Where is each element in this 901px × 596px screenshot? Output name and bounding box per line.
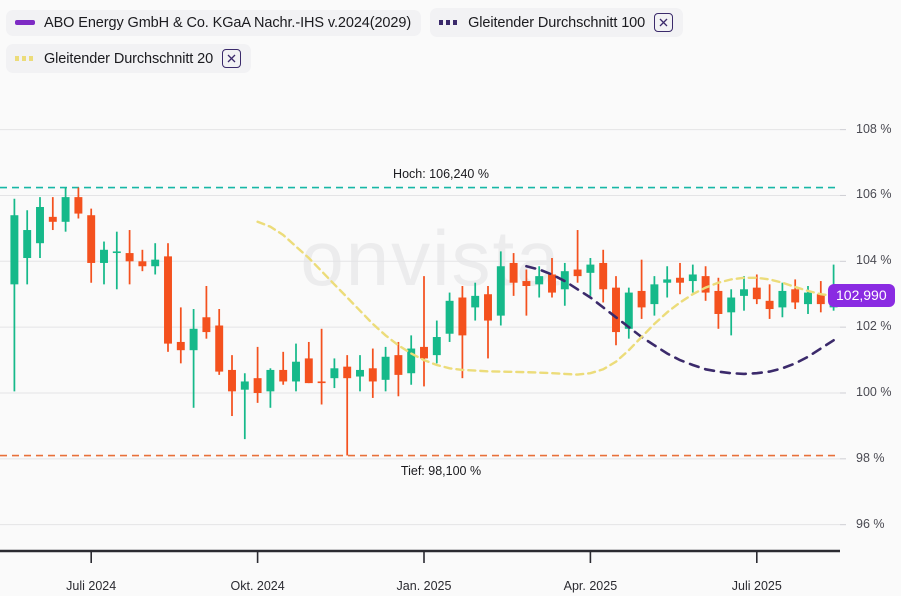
legend-item-ma100[interactable]: Gleitender Durchschnitt 100 [430,8,684,37]
y-axis-label: 96 % [856,516,885,531]
candle-body [317,381,326,384]
y-axis-label: 106 % [856,187,892,202]
candle-body [228,369,236,392]
candle-body [266,369,275,392]
close-icon[interactable] [654,13,674,32]
y-axis-label: 98 % [856,450,885,465]
ma20-color-swatch [15,56,35,61]
candle-body [74,197,83,214]
legend-item-ma20[interactable]: Gleitender Durchschnitt 20 [6,44,252,73]
candle-body [445,300,454,334]
legend-item-series[interactable]: ABO Energy GmbH & Co. KGaA Nachr.-IHS v.… [6,9,422,36]
legend-row-2: Gleitender Durchschnitt 20 [6,44,901,73]
candle-body [10,215,19,285]
candle-body [356,369,364,377]
candle-body [458,297,467,336]
candle-body [599,262,608,290]
candle-body [740,289,748,296]
candle-body [816,294,825,305]
candle-body [164,256,172,344]
candle-body [176,341,185,351]
high-annotation-label: Hoch: 106,240 % [393,166,489,181]
ma-line [525,264,835,376]
candle-body [215,325,224,372]
candle-body [279,369,288,382]
candle-body [407,348,416,374]
candle-body [189,328,198,351]
candle-body [624,292,633,329]
candle-body [663,279,672,283]
candle-body [432,337,441,356]
legend-item-label: Gleitender Durchschnitt 20 [44,50,214,67]
x-axis-label: Okt. 2024 [230,579,285,593]
candle-body [138,261,147,267]
x-axis-label: Juli 2025 [731,579,782,593]
low-annotation-label: Tief: 98,100 % [400,463,482,478]
candle-body [612,287,620,333]
candle-body [48,216,57,222]
x-axis-label: Apr. 2025 [563,579,618,593]
candle-body [573,269,582,277]
ma-line [256,220,835,376]
candle-body [202,317,211,333]
close-icon[interactable] [222,49,242,68]
legend-item-label: ABO Energy GmbH & Co. KGaA Nachr.-IHS v.… [44,14,412,31]
candle-body [253,378,262,393]
candle-body [471,295,480,308]
series-color-swatch [15,20,35,25]
candle-body [752,287,761,300]
y-axis-label: 104 % [856,253,892,268]
x-axis-label: Juli 2024 [66,579,117,593]
candle-body [637,290,646,308]
candle-body [151,259,160,267]
legend-item-label: Gleitender Durchschnitt 100 [468,14,646,31]
legend-row-1: ABO Energy GmbH & Co. KGaA Nachr.-IHS v.… [6,8,901,37]
candle-body [292,361,300,382]
candle-body [394,355,403,375]
candle-body [87,215,96,263]
candle-body [548,274,556,293]
candle-body [61,197,70,222]
candle-body [586,264,595,273]
x-axis-label: Jan. 2025 [396,579,452,593]
current-price-badge: 102,990 [828,283,895,307]
candle-body [112,251,121,254]
candle-body [727,297,736,313]
candle-body [100,249,108,263]
candle-body [509,262,518,283]
candle-body [778,290,787,308]
ma100-color-swatch [439,20,460,25]
candle-body [23,230,32,259]
candle-body [304,358,313,384]
candle-body [688,274,697,282]
candle-body [125,253,134,262]
y-axis-label: 100 % [856,384,892,399]
candle-body [381,356,390,380]
candle-body [650,284,659,305]
y-axis-label: 102 % [856,319,892,334]
candle-body [330,368,339,379]
candle-body [484,294,492,321]
candle-body [535,276,544,285]
candle-body [714,290,723,314]
y-axis-label: 108 % [856,121,892,136]
candle-body [343,366,352,379]
candle-body [791,289,800,303]
candle-body [36,206,44,244]
candle-body [765,300,774,310]
chart-legend: ABO Energy GmbH & Co. KGaA Nachr.-IHS v.… [0,0,901,80]
candle-body [496,266,505,316]
candle-body [804,292,812,305]
candle-series [10,187,838,456]
candle-body [240,381,249,390]
candle-body [676,277,684,283]
candle-body [701,276,710,293]
candle-body [368,368,377,382]
candle-body [420,346,428,359]
candle-body [522,281,531,286]
